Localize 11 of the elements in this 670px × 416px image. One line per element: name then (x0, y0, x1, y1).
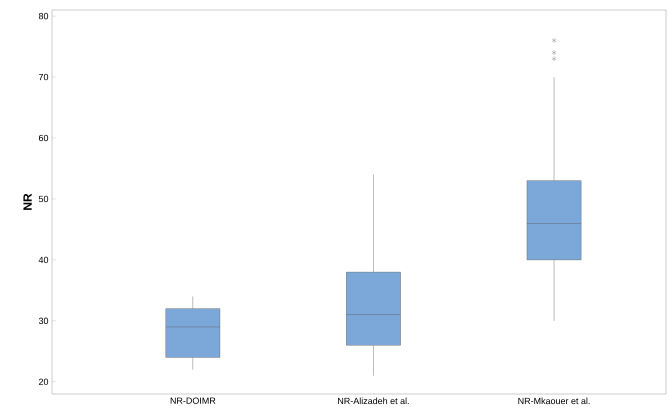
x-tick-label: NR-DOIMR (170, 398, 216, 404)
x-tick-label: NR-Alizadeh et al. (338, 398, 409, 404)
y-tick-label: 40 (38, 256, 48, 264)
y-tick-label: 60 (38, 134, 48, 142)
y-tick-label: 30 (38, 318, 48, 324)
y-tick-label: 70 (38, 74, 48, 80)
x-tick-label: NR-Mkaouer et al. (518, 398, 590, 404)
y-tick-label: 80 (38, 12, 48, 20)
y-tick-label: 50 (38, 196, 48, 202)
y-axis-title: NR (23, 194, 32, 210)
y-tick-label: 20 (38, 378, 48, 385)
